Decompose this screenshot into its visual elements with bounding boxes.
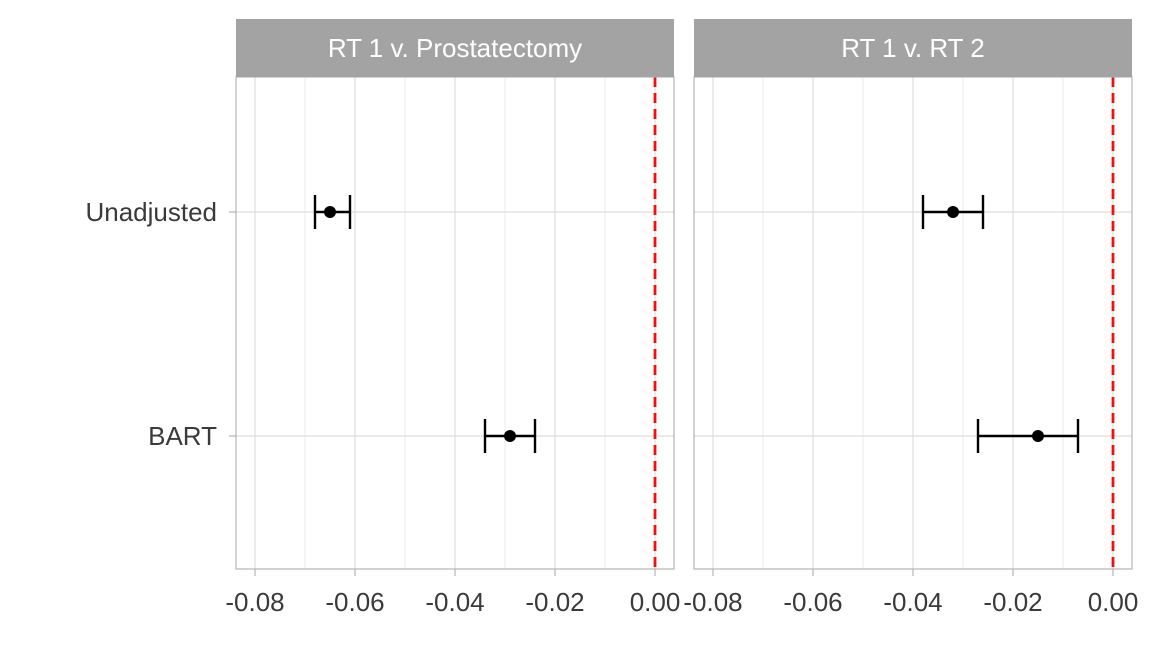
estimate-marks (313, 195, 537, 453)
point-estimate (504, 430, 516, 442)
x-tick-label: -0.08 (225, 587, 284, 617)
x-tick-label: -0.04 (883, 587, 942, 617)
panel-rt1-v-rt2: RT 1 v. RT 2 -0.08 -0.06 -0.04 -0.02 0.00 (683, 19, 1138, 617)
error-bar (976, 419, 1080, 453)
x-tick-label: -0.06 (325, 587, 384, 617)
estimate-marks (921, 195, 1080, 453)
x-axis: -0.08 -0.06 -0.04 -0.02 0.00 (225, 569, 680, 617)
x-tick-label: -0.02 (525, 587, 584, 617)
facet-strip (694, 19, 1132, 77)
y-tick-label-bart: BART (148, 421, 217, 451)
error-bar (921, 195, 985, 229)
y-axis: Unadjusted BART (85, 197, 236, 451)
error-bar (313, 195, 352, 229)
x-tick-label: -0.08 (683, 587, 742, 617)
x-tick-label: -0.06 (783, 587, 842, 617)
point-estimate (324, 206, 336, 218)
x-tick-label: 0.00 (630, 587, 681, 617)
point-estimate (947, 206, 959, 218)
x-tick-label: -0.04 (425, 587, 484, 617)
x-axis: -0.08 -0.06 -0.04 -0.02 0.00 (683, 569, 1138, 617)
x-tick-label: -0.02 (983, 587, 1042, 617)
y-tick-label-unadjusted: Unadjusted (85, 197, 217, 227)
facet-title: RT 1 v. Prostatectomy (328, 33, 582, 63)
error-bar (483, 419, 537, 453)
facet-strip (236, 19, 674, 77)
facet-title: RT 1 v. RT 2 (841, 33, 985, 63)
point-estimate (1032, 430, 1044, 442)
panel-rt1-v-prostatectomy: RT 1 v. Prostatectomy -0.08 -0.06 -0.04 -0.… (225, 19, 680, 617)
x-tick-label: 0.00 (1088, 587, 1139, 617)
